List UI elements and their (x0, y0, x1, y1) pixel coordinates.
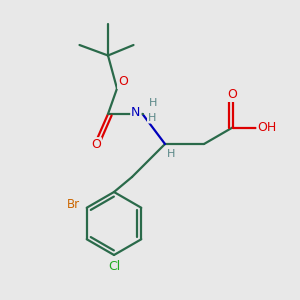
Text: H: H (148, 112, 156, 123)
Text: N: N (131, 106, 141, 119)
Text: Cl: Cl (108, 260, 120, 273)
Text: O: O (228, 88, 237, 101)
Text: H: H (149, 98, 157, 108)
Text: Br: Br (67, 198, 80, 211)
Text: O: O (118, 75, 128, 88)
Text: OH: OH (257, 121, 277, 134)
Text: H: H (167, 149, 175, 160)
Text: O: O (91, 138, 101, 151)
